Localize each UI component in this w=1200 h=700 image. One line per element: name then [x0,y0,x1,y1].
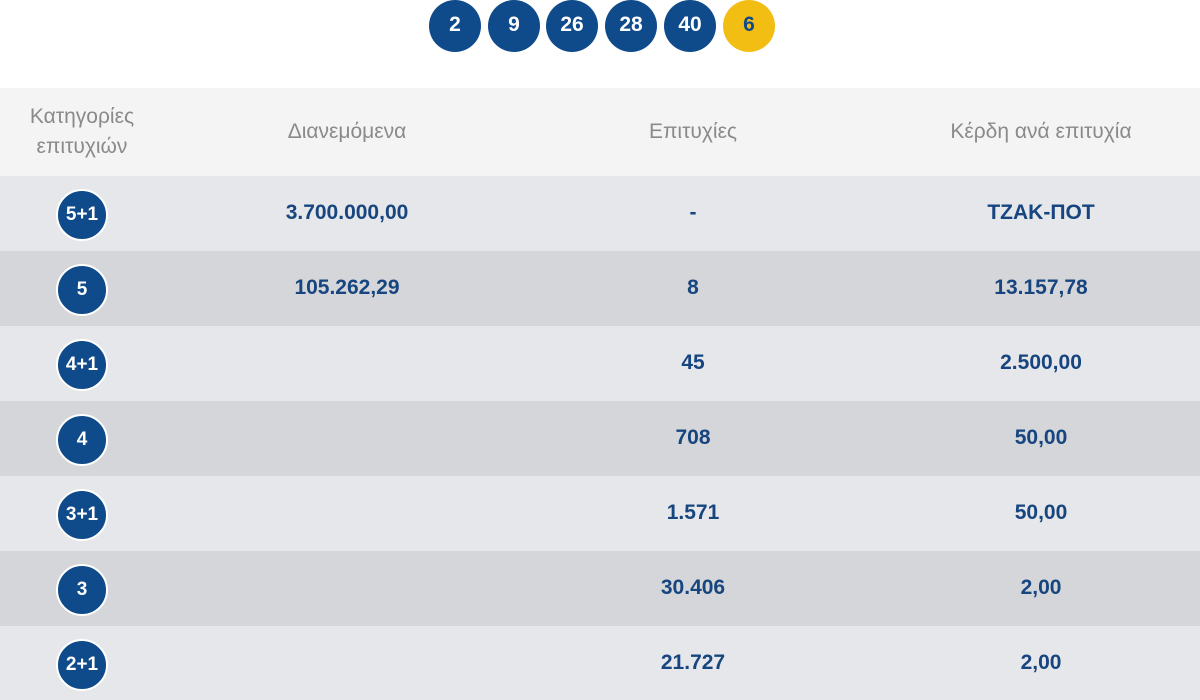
number-ball: 9 [488,0,540,52]
number-ball: 26 [546,0,598,52]
winners-cell: 8 [687,275,699,299]
header-categories: Κατηγορίες επιτυχιών [0,88,164,176]
table-row: 5 105.262,29 8 13.157,78 [0,251,1200,326]
prize-cell: 2.500,00 [1000,350,1082,374]
table-row: 3+1 1.571 50,00 [0,476,1200,551]
header-categories-line2: επιτυχιών [36,135,128,158]
header-categories-line1: Κατηγορίες [29,105,135,128]
category-badge: 2+1 [56,639,108,691]
header-prize-per-winner: Κέρδη ανά επιτυχία [950,120,1132,143]
distributed-cell: 105.262,29 [294,275,400,299]
distributed-cell: 3.700.000,00 [285,200,409,224]
prize-cell: 2,00 [1020,575,1062,599]
distributed-cell [164,326,530,401]
distributed-cell [164,476,530,551]
prize-cell: 2,00 [1020,650,1062,674]
prize-cell: ΤΖΑΚ-ΠΟΤ [987,200,1095,224]
prize-cell: 13.157,78 [994,275,1088,299]
distributed-cell [164,626,530,700]
distributed-cell [164,401,530,476]
joker-ball: 6 [723,0,775,52]
winners-cell: - [689,200,697,224]
prize-cell: 50,00 [1014,425,1068,449]
winning-numbers-bar: 2 9 26 28 40 6 [0,0,1200,88]
number-ball: 40 [664,0,716,52]
winners-cell: 30.406 [660,575,726,599]
category-badge: 5 [56,264,108,316]
header-winners: Επιτυχίες [648,120,738,143]
table-row: 2+1 21.727 2,00 [0,626,1200,700]
table-row: 4 708 50,00 [0,401,1200,476]
header-distributed: Διανεμόμενα [287,120,407,143]
number-ball: 28 [605,0,657,52]
table-row: 4+1 45 2.500,00 [0,326,1200,401]
category-badge: 5+1 [56,189,108,241]
winners-cell: 708 [675,425,711,449]
winners-cell: 45 [681,350,705,374]
table-row: 5+1 3.700.000,00 - ΤΖΑΚ-ΠΟΤ [0,176,1200,251]
table-row: 3 30.406 2,00 [0,551,1200,626]
category-badge: 3 [56,564,108,616]
category-badge: 3+1 [56,489,108,541]
category-badge: 4 [56,414,108,466]
winners-cell: 21.727 [660,650,726,674]
winners-cell: 1.571 [666,500,720,524]
category-badge: 4+1 [56,339,108,391]
distributed-cell [164,551,530,626]
number-ball: 2 [429,0,481,52]
prize-cell: 50,00 [1014,500,1068,524]
table-header: Κατηγορίες επιτυχιών Διανεμόμενα Επιτυχί… [0,88,1200,176]
